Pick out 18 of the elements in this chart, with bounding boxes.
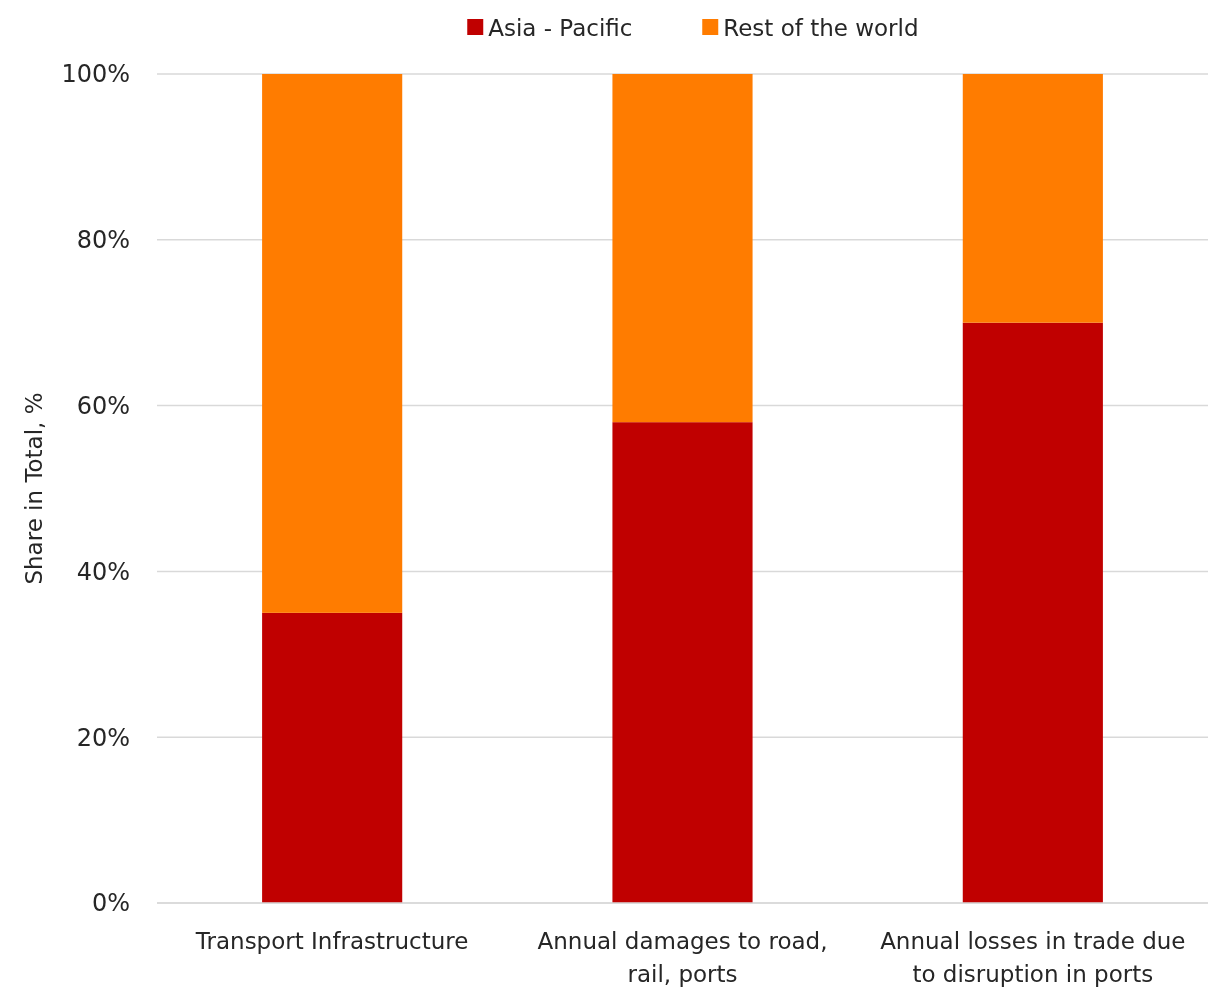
bar bbox=[962, 74, 1103, 323]
y-tick-label: 40% bbox=[76, 557, 130, 586]
x-tick-label: Annual losses in trade due to disruption in ports bbox=[880, 928, 1186, 987]
y-axis-title: Share in Total, % bbox=[21, 392, 47, 585]
y-tick-label: 0% bbox=[91, 889, 130, 918]
legend-label: Rest of the world bbox=[723, 15, 919, 42]
y-tick-label: 60% bbox=[76, 392, 130, 420]
bar bbox=[612, 422, 753, 903]
bar bbox=[262, 612, 403, 903]
y-tick-label: 80% bbox=[76, 226, 130, 255]
bar bbox=[262, 74, 403, 613]
y-tick-label: 20% bbox=[76, 723, 130, 752]
y-tick-label: 100% bbox=[61, 60, 130, 89]
x-tick-label: Annual damages to road, rail, ports bbox=[537, 928, 828, 987]
bar bbox=[612, 74, 753, 423]
x-tick-label: Transport Infrastructure bbox=[194, 928, 469, 954]
bar bbox=[962, 322, 1103, 903]
legend-label: Asia - Pacific bbox=[488, 15, 633, 42]
